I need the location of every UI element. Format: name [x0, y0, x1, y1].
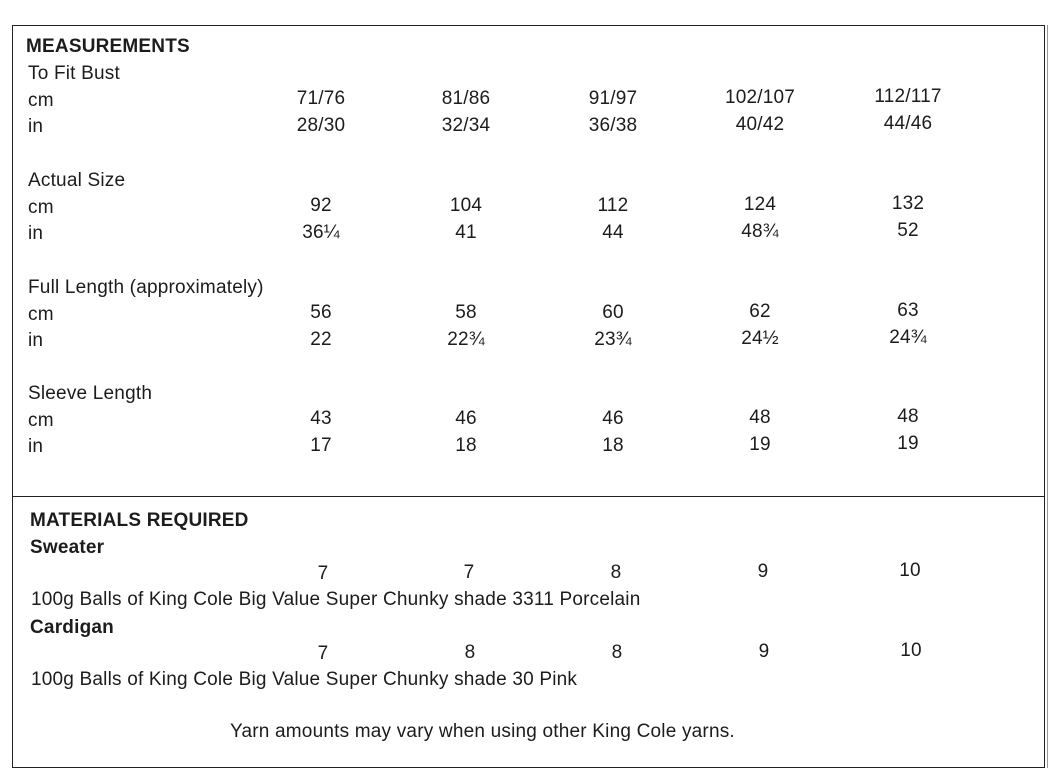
item-name-cardigan: Cardigan — [30, 617, 114, 638]
sweater-qty-size-1: 7 — [317, 563, 329, 584]
document-frame — [12, 25, 1045, 768]
bust-in-size-5: 44/46 — [883, 113, 933, 134]
actual-cm-size-1: 92 — [310, 195, 332, 216]
bust-cm-size-1: 71/76 — [296, 88, 346, 109]
bust-cm-size-3: 91/97 — [588, 88, 638, 109]
sleeve-in-size-3: 18 — [602, 435, 624, 456]
actual-cm-size-5: 132 — [891, 193, 925, 214]
sleeve-cm-size-5: 48 — [897, 406, 919, 427]
actual-in-size-5: 52 — [897, 220, 919, 241]
cardigan-qty-size-5: 10 — [900, 640, 922, 661]
cardigan-qty-size-4: 9 — [758, 641, 770, 662]
bust-cm-size-5: 112/117 — [874, 86, 942, 107]
section-divider — [12, 496, 1045, 497]
row-label-in: in — [28, 116, 44, 137]
row-label-in: in — [28, 223, 44, 244]
item-name-sweater: Sweater — [30, 537, 105, 558]
row-label-cm: cm — [28, 410, 54, 431]
group-label-sleeve-length: Sleeve Length — [28, 383, 153, 404]
group-label-actual-size: Actual Size — [28, 170, 126, 191]
actual-cm-size-2: 104 — [449, 195, 483, 216]
sleeve-cm-size-4: 48 — [749, 407, 771, 428]
actual-in-size-3: 44 — [602, 222, 624, 243]
sleeve-in-size-5: 19 — [897, 433, 919, 454]
bust-in-size-1: 28/30 — [296, 115, 346, 136]
sweater-qty-size-5: 10 — [899, 560, 921, 581]
sleeve-cm-size-3: 46 — [602, 408, 624, 429]
sleeve-cm-size-1: 43 — [310, 408, 332, 429]
row-label-cm: cm — [28, 197, 54, 218]
measurements-heading: MEASUREMENTS — [26, 36, 190, 57]
length-cm-size-5: 63 — [897, 300, 919, 321]
actual-in-size-4: 48¾ — [741, 221, 779, 242]
sleeve-in-size-4: 19 — [749, 434, 771, 455]
length-in-size-4: 24½ — [741, 328, 779, 349]
cardigan-qty-size-3: 8 — [611, 642, 623, 663]
bust-cm-size-2: 81/86 — [441, 88, 491, 109]
actual-in-size-2: 41 — [455, 222, 477, 243]
actual-cm-size-4: 124 — [743, 194, 777, 215]
row-label-in: in — [28, 330, 44, 351]
actual-cm-size-3: 112 — [597, 195, 629, 216]
length-in-size-3: 23¾ — [594, 329, 632, 350]
length-cm-size-4: 62 — [749, 301, 771, 322]
row-label-cm: cm — [28, 90, 54, 111]
row-label-in: in — [28, 436, 44, 457]
group-label-to-fit-bust: To Fit Bust — [28, 63, 120, 84]
bust-in-size-4: 40/42 — [735, 114, 785, 135]
cardigan-qty-size-1: 7 — [317, 643, 329, 664]
sleeve-in-size-1: 17 — [310, 435, 332, 456]
yarn-note: Yarn amounts may vary when using other K… — [230, 721, 735, 742]
sweater-qty-size-4: 9 — [757, 561, 769, 582]
length-cm-size-2: 58 — [455, 302, 477, 323]
length-cm-size-3: 60 — [602, 302, 624, 323]
bust-cm-size-4: 102/107 — [724, 87, 796, 108]
page-edge-line — [1047, 25, 1048, 768]
group-label-full-length: Full Length (approximately) — [28, 277, 264, 298]
sleeve-cm-size-2: 46 — [455, 408, 477, 429]
sweater-qty-size-3: 8 — [610, 562, 622, 583]
length-in-size-1: 22 — [310, 329, 332, 350]
length-in-size-2: 22¾ — [447, 329, 485, 350]
bust-in-size-3: 36/38 — [588, 115, 638, 136]
materials-heading: MATERIALS REQUIRED — [30, 510, 249, 531]
item-description-sweater: 100g Balls of King Cole Big Value Super … — [31, 589, 641, 610]
sleeve-in-size-2: 18 — [455, 435, 477, 456]
bust-in-size-2: 32/34 — [441, 115, 491, 136]
length-in-size-5: 24¾ — [889, 327, 927, 348]
actual-in-size-1: 36¼ — [302, 222, 340, 243]
length-cm-size-1: 56 — [310, 302, 332, 323]
sweater-qty-size-2: 7 — [463, 562, 475, 583]
item-description-cardigan: 100g Balls of King Cole Big Value Super … — [31, 669, 578, 690]
row-label-cm: cm — [28, 304, 54, 325]
cardigan-qty-size-2: 8 — [464, 642, 476, 663]
